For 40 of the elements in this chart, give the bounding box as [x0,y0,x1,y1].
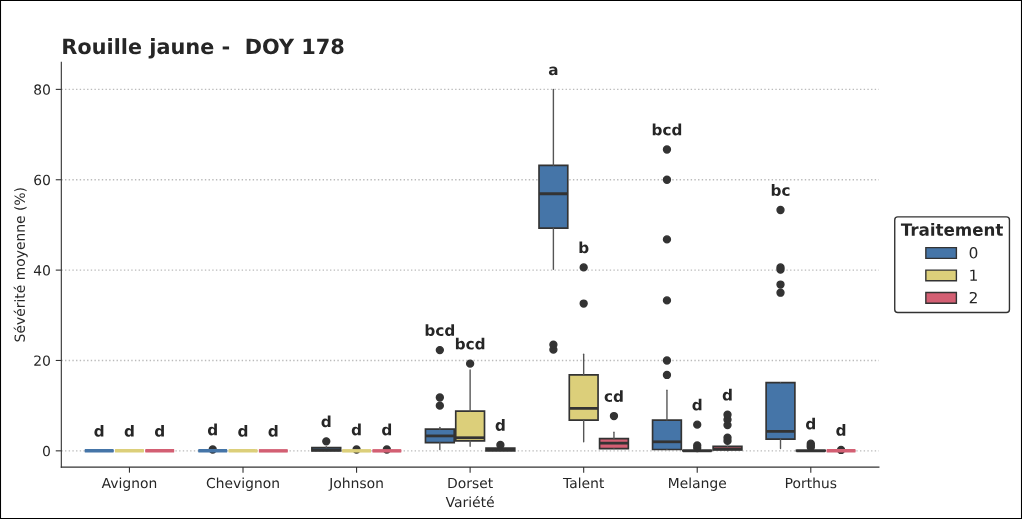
x-tick-label: Chevignon [206,477,279,491]
y-tick-label: 80 [34,84,50,95]
text: a [548,66,558,76]
x-tick-label: Avignon [101,477,157,491]
x-tick-label: Johnson [328,477,383,491]
text: d [692,398,702,411]
x-tick-label: Porthus [785,477,837,489]
legend-label: 1 [970,269,977,281]
y-tick-label: 0 [42,445,50,457]
text: d [238,424,248,437]
text: d [154,424,164,437]
text: d [722,388,732,401]
text: d [836,424,846,436]
x-tick-label: Melange [669,477,727,491]
text: b [579,241,589,254]
text: d [124,424,134,437]
text: bcd [652,123,682,136]
text: cd [604,390,623,402]
x-tick-label: Talent [562,477,605,489]
text: d [268,424,278,437]
y-axis-title: Sévérité moyenne (%) [13,188,28,342]
text: d [495,419,505,431]
text: d [806,417,815,430]
y-tick-label: 60 [34,174,50,186]
text: d [94,424,104,437]
chart-title: Rouille jaune - DOY 178 [63,38,344,59]
text: bc [771,184,790,196]
y-tick-label: 40 [33,265,50,276]
text: bcd [455,337,485,350]
text: d [207,423,217,436]
text: d [382,423,392,436]
text: d [351,423,361,436]
x-tick-label: Dorset [448,477,493,489]
y-tick-label: 20 [34,355,50,366]
text: bcd [425,324,455,337]
legend-label: 0 [969,247,978,259]
text: d [321,415,331,428]
legend-title: Traitement [900,222,1003,236]
x-axis-title: Variété [445,495,494,508]
legend-label: 2 [969,291,977,304]
